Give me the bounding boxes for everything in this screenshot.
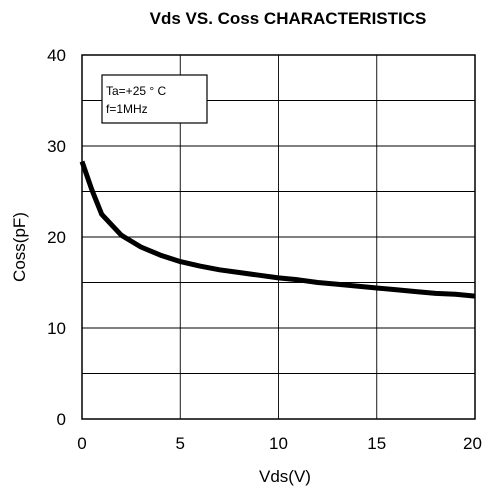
- chart-title: Vds VS. Coss CHARACTERISTICS: [150, 9, 427, 28]
- x-tick-label: 5: [176, 434, 185, 453]
- x-tick-label: 0: [77, 434, 86, 453]
- tick-labels: 0 10 20 30 40 0 5 10 15 20: [47, 46, 482, 453]
- annotation-frame: [101, 74, 208, 124]
- x-axis-label: Vds(V): [259, 467, 311, 486]
- annotation-frequency: f=1MHz: [106, 102, 148, 116]
- y-axis-label: Coss(pF): [10, 212, 29, 282]
- x-tick-label: 15: [367, 434, 386, 453]
- y-tick-label: 20: [47, 228, 66, 247]
- grid-lines: [82, 55, 475, 419]
- annotation-temperature: Ta=+25 ° C: [106, 84, 167, 98]
- y-tick-label: 30: [47, 137, 66, 156]
- plot-frame: [81, 54, 476, 420]
- y-tick-label: 10: [47, 319, 66, 338]
- conditions-annotation: Ta=+25 ° C f=1MHz: [101, 74, 208, 124]
- x-tick-label: 10: [269, 434, 288, 453]
- x-tick-label: 20: [463, 434, 482, 453]
- y-tick-label: 0: [57, 410, 66, 429]
- y-tick-label: 40: [47, 46, 66, 65]
- coss-series-line: [79, 160, 476, 299]
